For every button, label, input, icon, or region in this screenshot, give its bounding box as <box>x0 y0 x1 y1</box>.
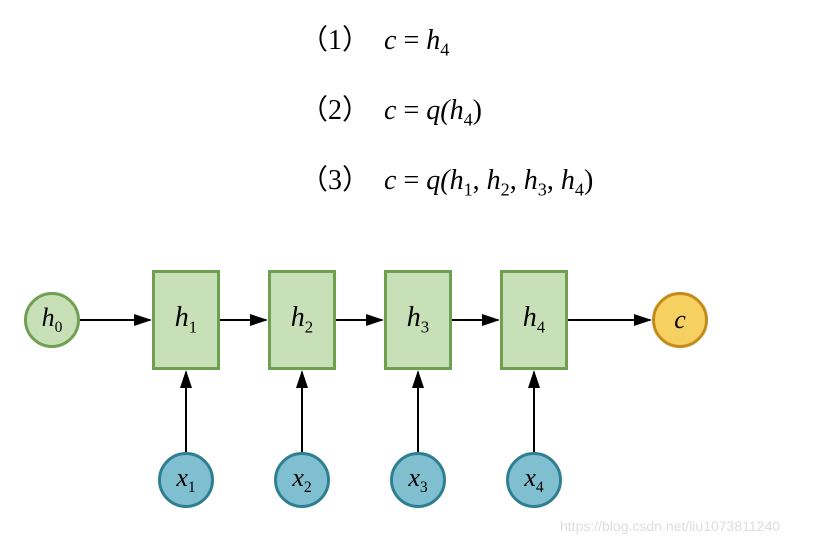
eq3-suffix: ) <box>584 165 593 196</box>
watermark: https://blog.csdn.net/liu1073811240 <box>560 518 780 534</box>
node-x1-sub: 1 <box>188 479 196 496</box>
node-c-label: c <box>674 305 686 335</box>
eq1-rhs: h <box>426 25 440 56</box>
eq3-arg4-v: h <box>561 165 575 196</box>
node-h1: h1 <box>152 270 220 370</box>
node-x4-label: x <box>524 463 536 492</box>
node-x4-sub: 4 <box>536 479 544 496</box>
node-h0: h0 <box>24 292 80 348</box>
node-x3-sub: 3 <box>420 479 428 496</box>
diagram-canvas: （1） c = h4 （2） c = q(h4) （3） c = q(h1, h… <box>0 0 823 536</box>
node-x3-label: x <box>408 463 420 492</box>
eq3-arg1-s: 1 <box>464 180 473 200</box>
node-h2-label: h <box>291 302 305 333</box>
node-h4-label: h <box>523 302 537 333</box>
eq3-paren: （3） <box>300 165 370 196</box>
equation-2: （2） c = q(h4) <box>300 88 482 131</box>
node-x2: x2 <box>274 452 330 508</box>
eq2-lhs: c <box>384 95 396 126</box>
eq1-equals: = <box>403 25 426 56</box>
eq3-arg4-s: 4 <box>575 180 584 200</box>
eq2-tail: ) <box>473 95 482 126</box>
node-x2-sub: 2 <box>304 479 312 496</box>
node-h3-sub: 3 <box>421 318 429 337</box>
eq1-lhs: c <box>384 25 396 56</box>
node-h2-sub: 2 <box>305 318 313 337</box>
node-h0-sub: 0 <box>55 319 63 336</box>
eq2-sub: 4 <box>464 110 473 130</box>
eq3-arg2-v: h <box>487 165 501 196</box>
eq3-arg3-s: 3 <box>538 180 547 200</box>
node-h3-label: h <box>407 302 421 333</box>
node-h2: h2 <box>268 270 336 370</box>
eq3-equals: = <box>403 165 426 196</box>
node-h4-sub: 4 <box>537 318 545 337</box>
node-h4: h4 <box>500 270 568 370</box>
node-h0-label: h <box>42 303 55 332</box>
eq3-prefix: q( <box>426 165 449 196</box>
eq3-arg2-s: 2 <box>501 180 510 200</box>
eq3-arg1-v: h <box>450 165 464 196</box>
node-x1-label: x <box>176 463 188 492</box>
eq1-paren: （1） <box>300 25 370 56</box>
node-h1-sub: 1 <box>189 318 197 337</box>
eq2-rhs: q(h <box>426 95 463 126</box>
node-h1-label: h <box>175 302 189 333</box>
equation-3: （3） c = q(h1, h2, h3, h4) <box>300 158 593 201</box>
eq2-paren: （2） <box>300 95 370 126</box>
node-x2-label: x <box>292 463 304 492</box>
eq3-arg3-v: h <box>524 165 538 196</box>
node-h3: h3 <box>384 270 452 370</box>
node-x3: x3 <box>390 452 446 508</box>
equation-1: （1） c = h4 <box>300 18 449 61</box>
eq3-lhs: c <box>384 165 396 196</box>
eq2-equals: = <box>403 95 426 126</box>
node-c: c <box>652 292 708 348</box>
node-x4: x4 <box>506 452 562 508</box>
eq1-sub: 4 <box>440 40 449 60</box>
node-x1: x1 <box>158 452 214 508</box>
